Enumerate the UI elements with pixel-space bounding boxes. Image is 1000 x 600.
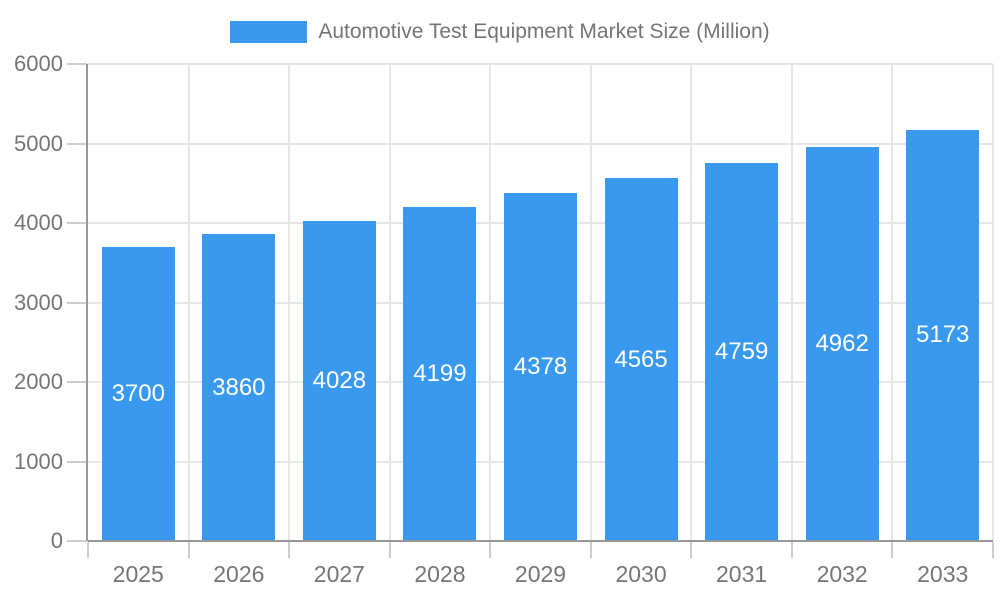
bar-2031[interactable]: 4759 [705, 162, 779, 541]
x-axis-tick [589, 542, 592, 558]
y-axis-label: 1000 [14, 448, 63, 474]
bar-2027[interactable]: 4028 [302, 220, 376, 541]
x-axis-line [88, 540, 993, 542]
x-axis-tick [187, 542, 190, 558]
y-gridline [88, 142, 993, 145]
x-gridline [589, 64, 592, 541]
x-axis-tick [992, 542, 994, 558]
y-axis-tick [67, 301, 87, 304]
bar-value-label: 4378 [513, 352, 568, 380]
bar-value-label: 4199 [413, 360, 467, 388]
x-axis-tick [891, 542, 894, 558]
bar-value-label: 4759 [714, 337, 769, 365]
x-gridline [790, 64, 793, 541]
y-axis-label: 3000 [14, 289, 63, 315]
x-gridline [187, 64, 190, 541]
bar-value-label: 4028 [312, 366, 367, 394]
y-axis-line [86, 64, 88, 541]
x-axis-label: 2033 [917, 561, 969, 587]
bar-value-label: 3700 [111, 379, 165, 407]
chart-legend[interactable]: Automotive Test Equipment Market Size (M… [0, 15, 1000, 49]
bar-value-label: 4565 [614, 345, 668, 373]
bar-2032[interactable]: 4962 [805, 146, 879, 541]
x-gridline [489, 64, 492, 541]
y-axis-label: 2000 [14, 369, 63, 394]
bar-2026[interactable]: 3860 [202, 234, 276, 541]
bar-2028[interactable]: 4199 [403, 207, 477, 541]
y-axis-tick [67, 540, 87, 542]
x-gridline [288, 64, 291, 541]
y-axis-label: 4000 [14, 210, 63, 235]
x-gridline [891, 64, 894, 541]
x-axis-label: 2032 [816, 561, 868, 587]
x-axis-tick [388, 542, 391, 558]
bar-2029[interactable]: 4378 [504, 192, 577, 541]
legend-label: Automotive Test Equipment Market Size (M… [318, 20, 770, 43]
bar-value-label: 5173 [916, 321, 970, 349]
x-axis-tick [489, 542, 492, 558]
plot-area: 3700 3860 4028 4199 4378 4565 4759 4962 5173 [88, 63, 994, 541]
y-axis-tick [67, 63, 87, 65]
x-axis-label: 2025 [112, 561, 164, 587]
legend-swatch-icon [230, 21, 308, 43]
bar-value-label: 3860 [212, 373, 266, 401]
x-axis-label: 2030 [615, 561, 667, 587]
y-axis-tick [67, 222, 87, 224]
x-axis-label: 2031 [716, 561, 768, 587]
y-axis-label: 5000 [14, 130, 63, 156]
bar-2025[interactable]: 3700 [101, 246, 175, 541]
x-axis-label: 2027 [313, 561, 365, 587]
y-axis-tick [67, 460, 87, 463]
y-axis-tick [67, 142, 87, 145]
bar-value-label: 4962 [815, 329, 869, 357]
y-gridline [88, 63, 993, 65]
x-axis-tick [790, 542, 793, 558]
x-axis-tick [288, 542, 291, 558]
y-axis-tick [67, 381, 87, 383]
x-gridline [388, 64, 391, 541]
x-axis-label: 2026 [213, 561, 265, 587]
x-axis-label: 2029 [514, 561, 567, 587]
x-gridline [992, 64, 994, 541]
bar-2030[interactable]: 4565 [604, 178, 678, 541]
x-axis-label: 2028 [414, 561, 466, 587]
x-gridline [690, 64, 693, 541]
x-axis-tick [690, 542, 693, 558]
y-axis-label: 6000 [14, 51, 63, 76]
bar-2033[interactable]: 5173 [906, 129, 980, 541]
x-axis-tick [87, 542, 89, 558]
y-axis-label: 0 [50, 528, 63, 553]
